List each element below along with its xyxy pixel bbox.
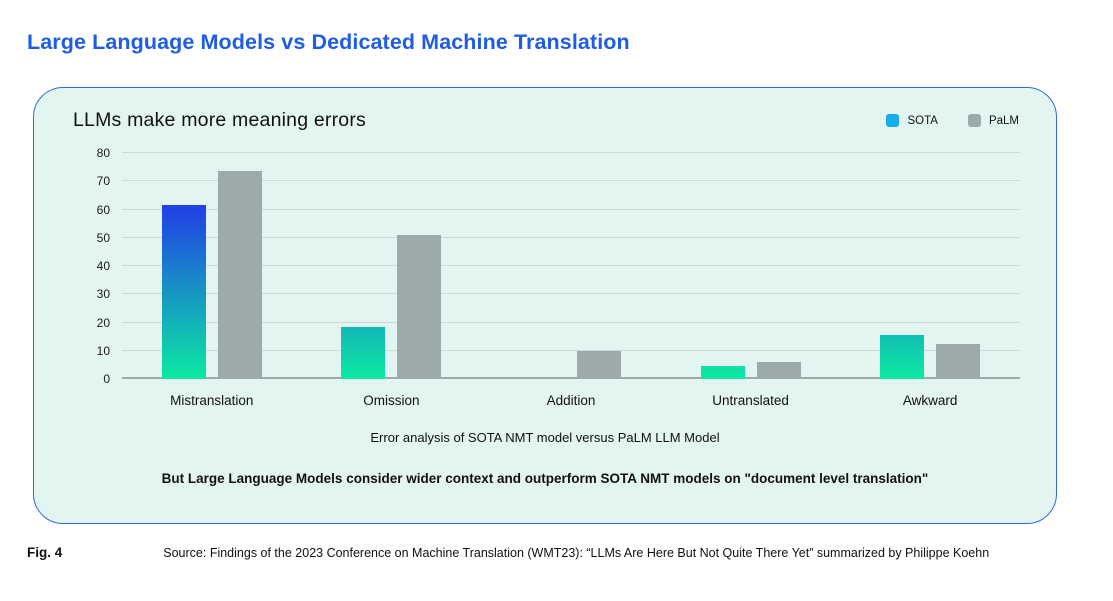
- legend-swatch-sota: [886, 114, 900, 127]
- y-tick-label: 40: [96, 259, 110, 273]
- x-axis-line: [122, 377, 1020, 379]
- y-tick-label: 60: [96, 202, 110, 217]
- gridline: [122, 265, 1020, 266]
- gridline: [122, 236, 1020, 238]
- y-tick-label: 50: [96, 230, 110, 245]
- chart-card: LLMs make more meaning errors SOTA PaLM 0…: [33, 87, 1057, 524]
- bar-sota-mistranslation: [161, 205, 206, 379]
- bar-palm-mistranslation: [217, 171, 262, 379]
- y-tick-label: 70: [96, 174, 110, 189]
- chart-title: LLMs make more meaning errors: [73, 109, 366, 131]
- source-text: Source: Findings of the 2023 Conference …: [163, 546, 990, 560]
- bar-chart: 0 10 20 30 40 50 60 70 80: [58, 146, 1020, 386]
- x-axis-label-awkward: Awkward: [902, 393, 958, 408]
- x-axis-labels: Mistranslation Omission Addition Untranslat…: [122, 393, 1020, 408]
- bar-palm-omission: [397, 234, 442, 379]
- legend: SOTA PaLM: [886, 114, 1019, 127]
- chart-caption: Error analysis of SOTA NMT model versus …: [370, 430, 720, 445]
- gridline: [122, 152, 1020, 153]
- bar-group-untranslated: [661, 153, 841, 379]
- legend-label: PaLM: [988, 114, 1019, 127]
- x-axis-label-mistranslation: Mistranslation: [170, 393, 254, 408]
- bar-palm-awkward: [936, 344, 981, 379]
- bar-group-mistranslation: [122, 153, 302, 379]
- bar-palm-addition: [576, 350, 621, 379]
- gridline: [122, 208, 1020, 210]
- gridline: [122, 180, 1020, 182]
- gridline: [122, 349, 1020, 351]
- plot-area: [122, 152, 1020, 379]
- bars-layer: [122, 153, 1020, 379]
- y-tick-label: 10: [96, 343, 110, 358]
- gridline: [122, 293, 1020, 295]
- y-tick-label: 0: [103, 372, 110, 386]
- legend-swatch-palm: [967, 114, 981, 127]
- bar-sota-omission: [341, 326, 386, 379]
- x-axis-label-addition: Addition: [546, 393, 596, 408]
- legend-item-palm: PaLM: [967, 114, 1019, 127]
- bar-group-omission: [302, 153, 482, 379]
- x-axis-label-omission: Omission: [363, 393, 420, 408]
- y-tick-label: 80: [96, 146, 110, 160]
- bar-palm-untranslated: [756, 362, 801, 379]
- bar-sota-awkward: [880, 335, 925, 379]
- legend-item-sota: SOTA: [886, 114, 938, 127]
- figure-label: Fig. 4: [27, 545, 63, 560]
- bar-sota-untranslated: [700, 366, 745, 379]
- y-tick-label: 30: [96, 287, 110, 302]
- legend-label: SOTA: [907, 114, 938, 127]
- y-tick-label: 20: [96, 315, 110, 330]
- footer: Fig. 4 Source: Findings of the 2023 Conf…: [27, 545, 989, 560]
- card-header: LLMs make more meaning errors SOTA PaLM: [34, 88, 1056, 132]
- bar-group-addition: [481, 153, 661, 379]
- x-axis-label-untranslated: Untranslated: [712, 393, 789, 408]
- gridline: [122, 321, 1020, 323]
- chart-takeaway: But Large Language Models consider wider…: [161, 471, 929, 486]
- y-axis: 0 10 20 30 40 50 60 70 80: [58, 146, 122, 386]
- page-title: Large Language Models vs Dedicated Machi…: [27, 30, 630, 54]
- bar-group-awkward: [840, 153, 1020, 379]
